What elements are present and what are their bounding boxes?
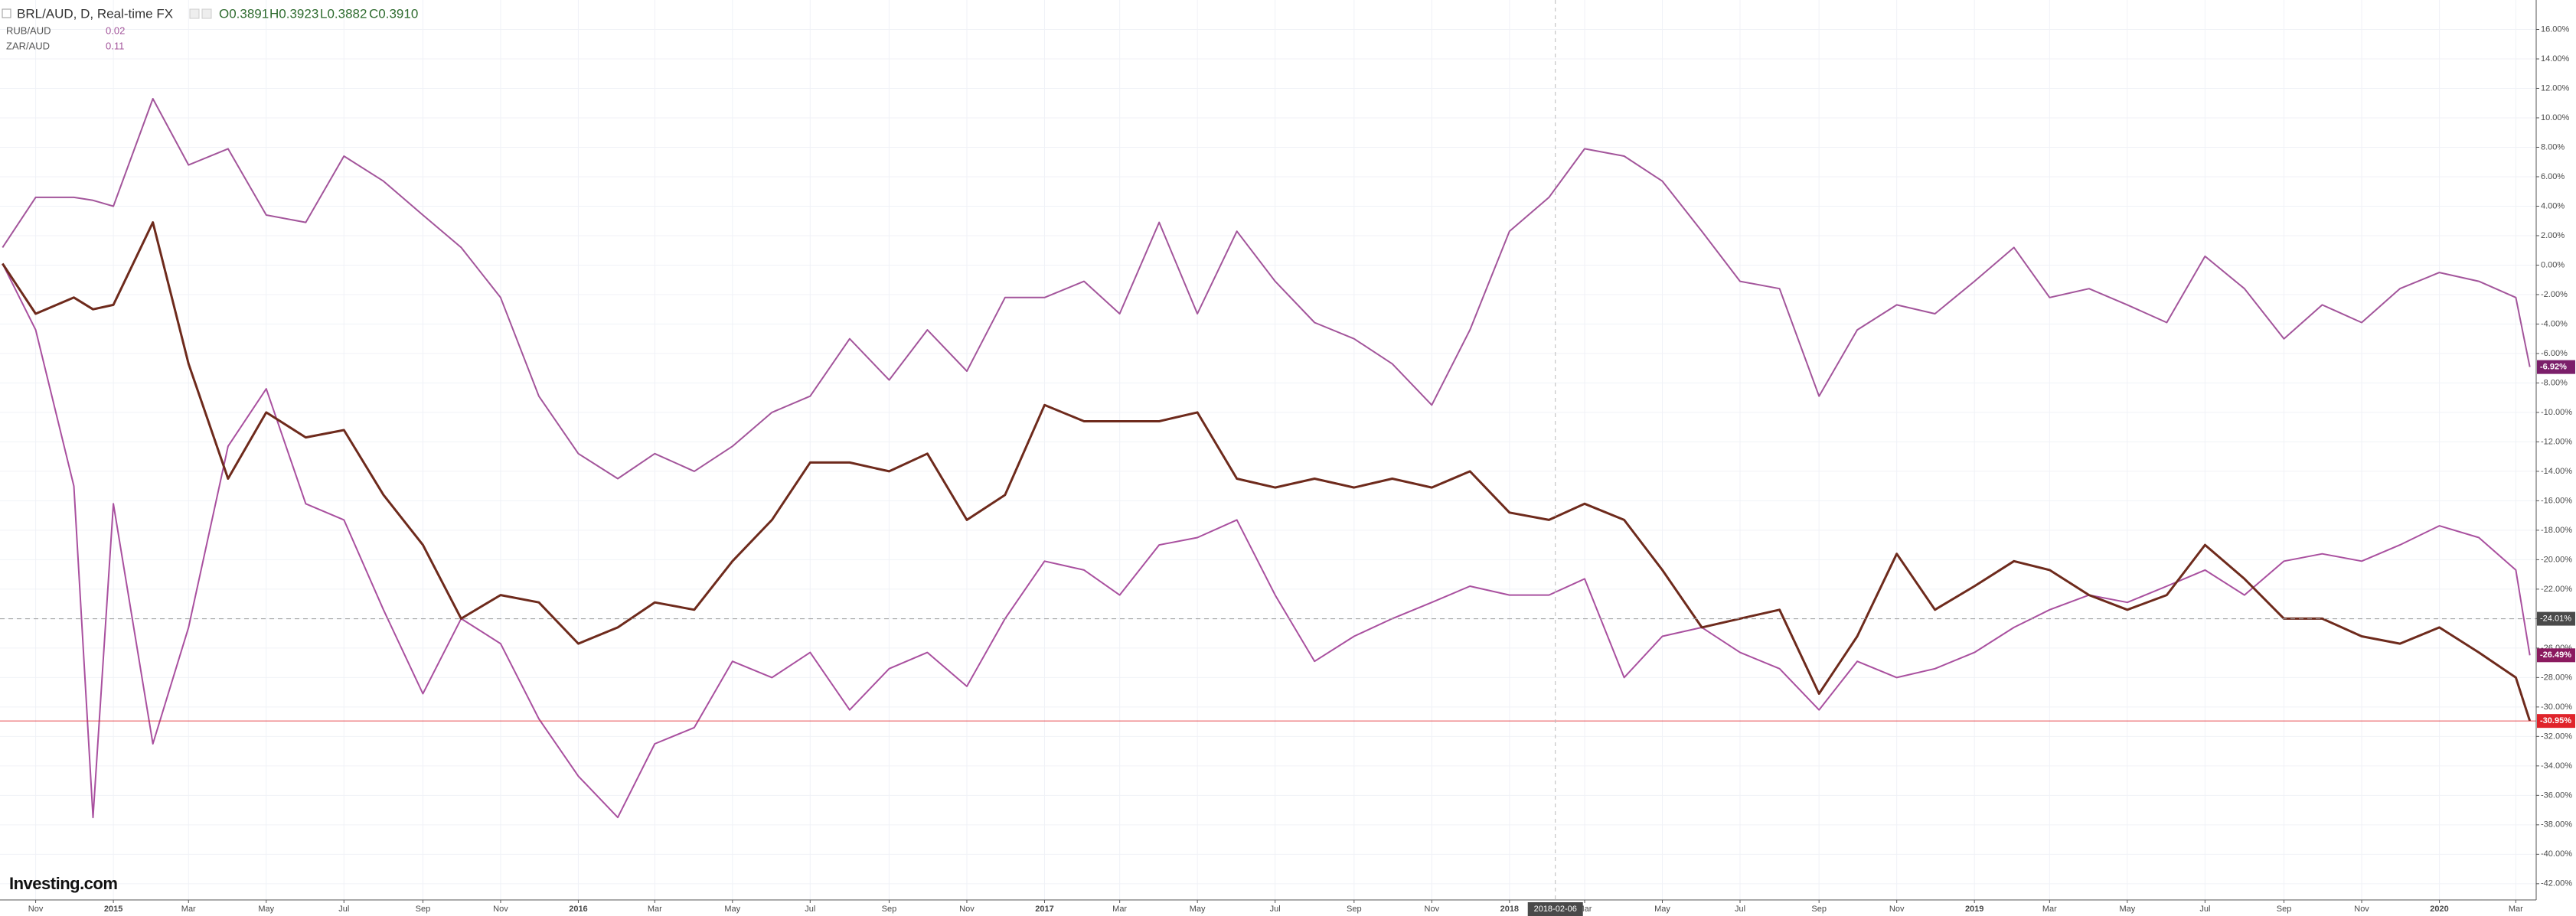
x-tick-label: Mar — [2042, 905, 2057, 914]
x-tick-label: Jul — [2199, 905, 2210, 914]
x-tick-label: Jul — [805, 905, 815, 914]
marks — [2, 98, 2532, 819]
y-tick-label: -12.00% — [2541, 437, 2572, 446]
x-tick-label: May — [1190, 905, 1206, 914]
price-label-bg — [2537, 611, 2575, 626]
series-line — [2, 98, 2531, 480]
logo: Investing.com — [9, 874, 117, 893]
y-tick-label: -4.00% — [2541, 319, 2568, 328]
x-tick-label: May — [1654, 905, 1670, 914]
y-tick-label: -20.00% — [2541, 555, 2572, 564]
x-tick-label: 2016 — [569, 905, 587, 914]
y-tick-label: 2.00% — [2541, 231, 2565, 240]
button[interactable] — [189, 8, 200, 19]
x-tick-label: Nov — [1889, 905, 1905, 914]
y-tick-label: 16.00% — [2541, 24, 2570, 34]
x-tick-label: Jul — [1735, 905, 1745, 914]
crosshair-label-bg — [1527, 902, 1583, 916]
end-label-bg — [2537, 360, 2575, 374]
high: H0.3923 — [269, 6, 318, 21]
x-tick-label: 2018 — [1500, 905, 1519, 914]
y-tick-label: 12.00% — [2541, 83, 2570, 93]
y-tick-label: -28.00% — [2541, 673, 2572, 682]
x-tick-label: Mar — [181, 905, 196, 914]
y-tick-label: -30.00% — [2541, 702, 2572, 712]
series-line — [2, 263, 2531, 819]
x-tick-label: Nov — [2354, 905, 2369, 914]
y-tick-label: -22.00% — [2541, 585, 2572, 594]
x-tick-label: Jul — [1270, 905, 1281, 914]
x-tick-label: 2019 — [1965, 905, 1983, 914]
y-tick-label: 6.00% — [2541, 172, 2565, 181]
end-label-bg — [2537, 648, 2575, 663]
series-line — [2, 221, 2532, 722]
close: C0.3910 — [369, 6, 418, 21]
y-tick-label: 14.00% — [2541, 54, 2570, 64]
legend-name: RUB/AUD — [6, 24, 51, 36]
y-tick-label: -34.00% — [2541, 761, 2572, 771]
y-tick-label: -10.00% — [2541, 408, 2572, 417]
end-label: -6.92% — [2540, 363, 2567, 372]
x-tick-label: May — [2119, 905, 2135, 914]
x-tick-label: 2017 — [1035, 905, 1053, 914]
x-tick-label: Nov — [959, 905, 975, 914]
y-tick-label: -38.00% — [2541, 820, 2572, 830]
x-tick-label: Sep — [1347, 905, 1362, 914]
x-tick-label: Nov — [28, 905, 44, 914]
x-tick-label: Mar — [2509, 905, 2523, 914]
x-tick-label: Sep — [2277, 905, 2292, 914]
x-tick-label: Sep — [882, 905, 897, 914]
y-tick-label: -14.00% — [2541, 467, 2572, 476]
y-tick-label: -6.00% — [2541, 349, 2568, 358]
y-tick-label: -2.00% — [2541, 290, 2568, 299]
x-tick-label: Nov — [1425, 905, 1440, 914]
y-tick-label: 10.00% — [2541, 113, 2570, 122]
legend-name: ZAR/AUD — [6, 40, 50, 51]
x-tick-label: Nov — [493, 905, 508, 914]
y-tick-label: -16.00% — [2541, 496, 2572, 505]
x-tick-label: Sep — [416, 905, 431, 914]
x-tick-label: 2015 — [104, 905, 122, 914]
grid — [0, 0, 2536, 900]
y-tick-label: -32.00% — [2541, 732, 2572, 741]
symbol-title: BRL/AUD, D, Real-time FX — [17, 6, 173, 21]
x-tick-label: May — [724, 905, 740, 914]
end-label-bg — [2537, 714, 2575, 729]
low: L0.3882 — [320, 6, 367, 21]
crosshair-label: 2018-02-06 — [1534, 905, 1577, 914]
x-tick-label: Mar — [1112, 905, 1127, 914]
legend-value: 0.02 — [106, 24, 125, 36]
open: O0.3891 — [219, 6, 269, 21]
y-tick-label: 8.00% — [2541, 142, 2565, 152]
y-tick-label: 4.00% — [2541, 201, 2565, 210]
end-label: -26.49% — [2540, 650, 2571, 660]
y-tick-label: -8.00% — [2541, 378, 2568, 387]
price-label: -24.01% — [2540, 614, 2571, 623]
x-tick-label: 2020 — [2430, 905, 2448, 914]
y-tick-label: -42.00% — [2541, 879, 2572, 888]
end-label: -30.95% — [2540, 716, 2571, 725]
y-tick-label: 0.00% — [2541, 260, 2565, 269]
legend-value: 0.11 — [106, 40, 124, 51]
x-tick-label: May — [258, 905, 274, 914]
y-tick-label: -18.00% — [2541, 526, 2572, 535]
x-tick-label: Mar — [648, 905, 662, 914]
x-tick-label: Sep — [1811, 905, 1827, 914]
y-tick-label: -36.00% — [2541, 790, 2572, 800]
collapse-icon[interactable] — [2, 8, 11, 18]
button[interactable] — [201, 8, 212, 19]
x-tick-label: Jul — [338, 905, 349, 914]
y-tick-label: -40.00% — [2541, 849, 2572, 859]
